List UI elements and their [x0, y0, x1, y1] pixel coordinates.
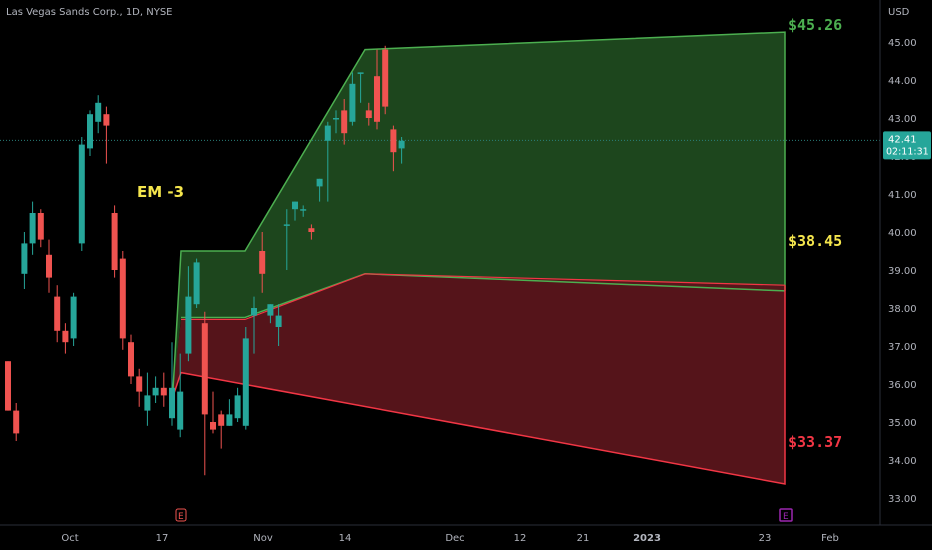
candle-body [46, 254, 52, 278]
time-tick-label: Oct [61, 533, 78, 544]
earnings-marker-1[interactable]: E [175, 508, 187, 522]
price-tick-label: 34.00 [888, 456, 917, 467]
price-tick-label: 44.00 [888, 76, 917, 87]
last-price-badge-bg [883, 131, 931, 160]
candle-body [201, 323, 208, 415]
price-tick-label: 33.00 [888, 494, 917, 505]
candle-body [234, 395, 241, 419]
price-tick-label: 45.00 [888, 38, 917, 49]
candle-body [242, 338, 249, 426]
upper-bound-label: $45.26 [788, 16, 842, 34]
candle-body [316, 178, 323, 187]
candle-body [37, 213, 44, 240]
candle-body [251, 308, 257, 316]
last-price-value: 42.41 [888, 134, 917, 145]
price-tick-label: 43.00 [888, 114, 917, 125]
candle-body [87, 114, 93, 149]
price-tick-label: 38.00 [888, 304, 917, 315]
time-tick-label: Dec [445, 533, 464, 544]
earnings-badge-icon [175, 508, 187, 522]
candle-body [259, 251, 266, 274]
candle-body [185, 296, 192, 354]
candle-body [70, 296, 77, 339]
candle-body [382, 49, 389, 107]
candle-body [374, 76, 380, 122]
candle-body [357, 72, 364, 74]
price-tick-label: 36.00 [888, 380, 917, 391]
price-tick-label: 41.00 [888, 190, 917, 201]
candle-body [341, 110, 348, 134]
candle-body [218, 414, 225, 426]
earnings-badge-icon [779, 508, 793, 522]
candle-body [177, 391, 184, 430]
candle-body [398, 140, 405, 149]
price-tick-label: 37.00 [888, 342, 917, 353]
candle-body [193, 262, 200, 305]
candle-body [308, 228, 315, 232]
time-tick-label: 21 [577, 533, 590, 544]
candle-body [111, 213, 118, 270]
bar-countdown: 02:11:31 [886, 146, 929, 157]
candle-body [324, 125, 331, 141]
candle-body [54, 296, 61, 331]
time-tick-label: 23 [759, 533, 772, 544]
mid-bound-line-lower [181, 273, 786, 320]
candle-body [169, 387, 175, 419]
symbol-title: Las Vegas Sands Corp., 1D, NYSE [6, 7, 173, 18]
last-price-badge: 42.41 02:11:31 [883, 131, 931, 160]
currency-label: USD [888, 7, 910, 18]
mid-bound-line-upper [181, 273, 786, 319]
candlestick-series [5, 45, 405, 476]
time-tick-label: Feb [821, 533, 839, 544]
earnings-marker-label: E [783, 512, 789, 522]
candle-body [95, 102, 102, 122]
lower-bound-label: $33.37 [788, 433, 842, 451]
time-tick-label: 14 [339, 533, 352, 544]
candle-body [13, 410, 20, 434]
candle-body [78, 144, 85, 244]
candle-body [300, 209, 307, 211]
time-tick-label: 12 [514, 533, 527, 544]
time-tick-label: 2023 [633, 533, 661, 544]
candle-body [103, 114, 110, 126]
mid-bound-label: $38.45 [788, 232, 842, 250]
bearish-zone [172, 273, 785, 484]
time-axis[interactable]: Oct 17 Nov 14 Dec 12 21 2023 23 Feb [61, 533, 839, 544]
lower-bound-line [171, 285, 786, 485]
earnings-marker-2[interactable]: E [779, 508, 793, 522]
candle-body [226, 414, 233, 426]
time-tick-label: 17 [156, 533, 169, 544]
candle-body [275, 315, 282, 327]
em-label: EM -3 [137, 183, 184, 201]
candle-body [62, 330, 69, 343]
earnings-marker-label: E [178, 512, 184, 522]
candle-body [210, 422, 216, 430]
candle-body [136, 376, 143, 392]
price-tick-label: 40.00 [888, 228, 917, 239]
candle-body [144, 395, 151, 411]
price-tick-label: 35.00 [888, 418, 917, 429]
price-tick-label: 39.00 [888, 266, 917, 277]
candle-body [349, 83, 356, 122]
time-tick-label: Nov [253, 533, 273, 544]
candle-body [152, 387, 159, 396]
candle-body [119, 258, 126, 339]
candle-body [21, 243, 28, 274]
candle-body [292, 201, 298, 210]
candle-body [365, 110, 372, 118]
upper-bound-line [171, 31, 786, 407]
candle-body [29, 213, 36, 244]
candle-body [333, 118, 339, 120]
candle-body [267, 304, 274, 316]
candle-body [283, 224, 290, 226]
candle-body [160, 387, 167, 396]
candle-body [128, 342, 134, 377]
candle-body [390, 129, 397, 153]
candle-body [5, 361, 11, 411]
